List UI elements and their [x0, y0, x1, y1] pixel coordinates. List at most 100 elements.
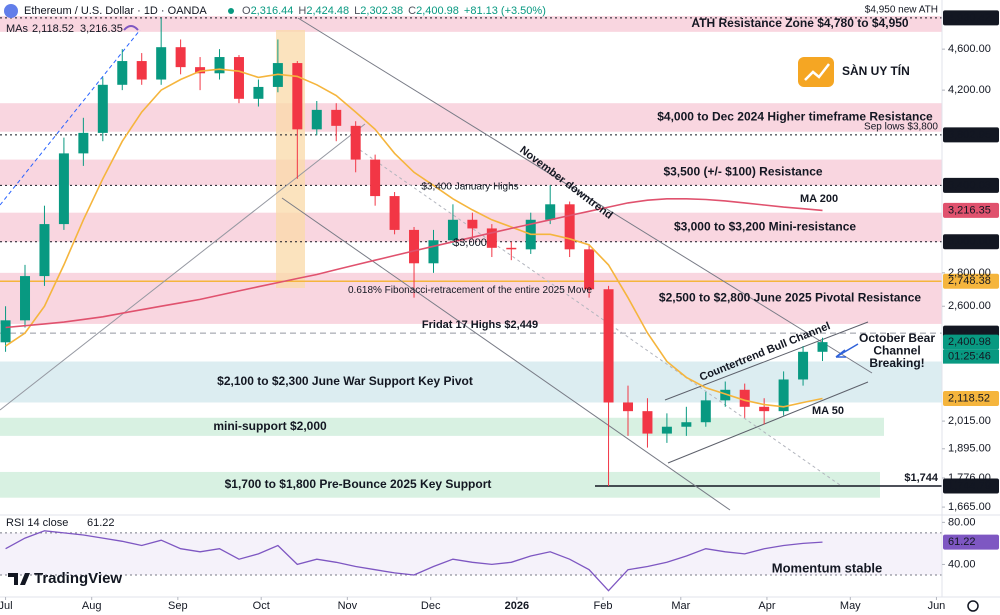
- zone-label: $1,700 to $1,800 Pre-Bounce 2025 Key Sup…: [225, 477, 492, 491]
- candle-body: [136, 61, 147, 80]
- x-tick-label: Feb: [594, 600, 613, 612]
- level-note: $1,744: [904, 472, 939, 484]
- x-tick-label: May: [840, 600, 861, 612]
- candle-body: [253, 86, 264, 99]
- y-tick-label: 2,015.00: [948, 415, 991, 427]
- quote-key: C: [408, 5, 416, 17]
- zone-label: mini-support $2,000: [213, 419, 327, 433]
- quote-change: +81.13 (+3.50%): [464, 5, 546, 17]
- price-label-box: [943, 478, 999, 494]
- x-tick-label: Sep: [168, 600, 188, 612]
- price-label: 3,400.03: [948, 179, 991, 191]
- quote-value: 2,424.48: [306, 5, 349, 17]
- annotation: October Bear: [859, 331, 935, 345]
- quote-key: L: [354, 5, 360, 17]
- y-tick-label: 2,600.00: [948, 300, 991, 312]
- status-dot: [228, 8, 234, 14]
- level-note: Sep lows $3,800: [864, 122, 938, 133]
- ma-legend-value: 2,118.52: [32, 23, 74, 35]
- price-label-box: [943, 10, 999, 26]
- y-tick-label: 1,895.00: [948, 443, 991, 455]
- candle-body: [739, 389, 750, 407]
- candle-body: [350, 125, 361, 160]
- y-tick-label: 1,665.00: [948, 501, 991, 513]
- quote: O2,316.44 H2,424.48 L2,302.38 C2,400.98 +81.…: [242, 5, 546, 17]
- ma-line: [5, 198, 823, 329]
- zone-label: ATH Resistance Zone $4,780 to $4,950: [691, 16, 909, 30]
- zone: [0, 417, 884, 436]
- candle-body: [97, 84, 108, 133]
- rsi-tick-label: 80.00: [948, 516, 976, 528]
- price-label-box: [943, 177, 999, 193]
- rsi-band: [0, 532, 942, 575]
- candle-body: [623, 402, 633, 412]
- x-tick-label: Dec: [421, 600, 441, 612]
- zone: [0, 16, 942, 32]
- quote-key: H: [298, 5, 306, 17]
- settings-icon[interactable]: [967, 600, 979, 612]
- logo-box: [798, 57, 834, 87]
- price-label-box: [943, 202, 999, 218]
- price-label: 4,930.42: [948, 12, 991, 24]
- candle-body: [545, 204, 556, 220]
- price-label-box: [943, 273, 999, 289]
- candle-body: [233, 57, 244, 99]
- y-tick-label: 4,200.00: [948, 84, 991, 96]
- candle-body: [292, 63, 303, 130]
- level-note: Fridat 17 Highs $2,449: [422, 319, 538, 331]
- rsi-line: [5, 530, 823, 592]
- candle-body: [564, 204, 575, 250]
- x-tick-label: 2026: [505, 600, 529, 612]
- ma-marker: [123, 25, 139, 31]
- annotation: $3,400 January Highs: [421, 182, 518, 193]
- candle-body: [0, 320, 11, 343]
- levels: [0, 17, 942, 487]
- candle-body: [20, 276, 31, 321]
- annotation: $3,000: [453, 237, 487, 249]
- annotation: Momentum stable: [772, 560, 883, 575]
- y-tick-label: 4,600.00: [948, 43, 991, 55]
- candle-body: [700, 400, 711, 423]
- platform-logo: TradingView: [8, 570, 122, 587]
- annotation: Channel: [873, 344, 920, 358]
- candle-body: [195, 67, 206, 74]
- x-tick-label: Nov: [338, 600, 358, 612]
- candle-body: [447, 219, 458, 241]
- countdown-box: [943, 349, 999, 364]
- price-label-box: [943, 334, 999, 350]
- candle-body: [117, 61, 128, 85]
- price-label-box: [943, 234, 999, 250]
- price-label: 2,748.38: [948, 275, 991, 287]
- candles: [0, 17, 828, 486]
- platform-name: TradingView: [34, 570, 122, 587]
- candle-body: [759, 406, 770, 412]
- zone: [0, 159, 942, 186]
- axes: 4,930.42 3,802.95 3,400.03 3,216.35 3,000.00…: [0, 10, 999, 612]
- candle-body: [798, 351, 809, 380]
- indicator-lines: [0, 68, 942, 592]
- rsi-value-box: [943, 534, 999, 550]
- chart-title: Ethereum / U.S. Dollar · 1D · OANDA: [24, 5, 207, 17]
- candle-body: [506, 247, 517, 250]
- candle-body: [311, 109, 322, 130]
- candle-body: [603, 289, 614, 403]
- level-note: $4,950 new ATH: [865, 5, 938, 16]
- candle-body: [486, 228, 497, 248]
- x-tick-label: Jun: [928, 600, 946, 612]
- trend-lines: [0, 17, 873, 511]
- ma-legend-value: 3,216.35: [80, 23, 123, 35]
- candle-body: [389, 196, 400, 230]
- price-label-box: [943, 127, 999, 143]
- trend-line: [281, 197, 731, 511]
- trend-line: [359, 149, 841, 486]
- header: Ethereum / U.S. Dollar · 1D · OANDA O2,3…: [4, 4, 546, 529]
- annotation: Breaking!: [869, 356, 924, 370]
- rsi-tick-label: 40.00: [948, 558, 976, 570]
- zone-label: $3,500 (+/- $100) Resistance: [663, 165, 822, 179]
- candle-body: [331, 109, 342, 126]
- y-tick-label: 1,776.00: [948, 472, 991, 484]
- zone-label: $2,100 to $2,300 June War Support Key Pi…: [217, 374, 473, 388]
- price-label: 2,400.98: [948, 336, 991, 348]
- x-tick-label: Jul: [0, 600, 13, 612]
